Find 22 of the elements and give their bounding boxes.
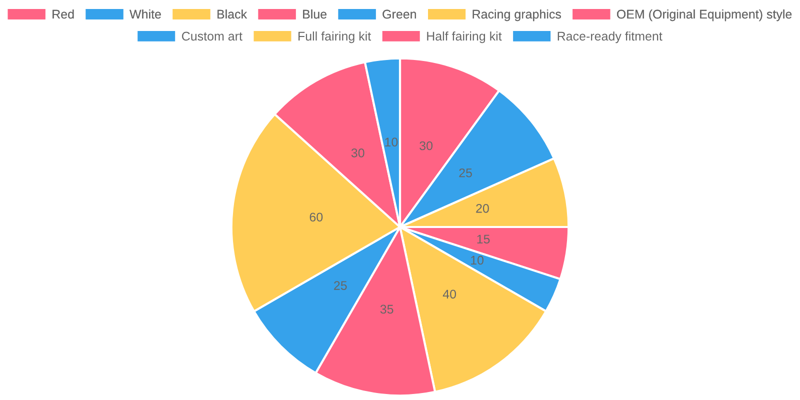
legend-label: OEM (Original Equipment) style [617,9,792,22]
data-label: 25 [334,281,347,290]
legend-label: Full fairing kit [298,31,372,44]
legend-label: White [130,9,161,19]
legend-label: Half fairing kit [427,31,502,44]
legend-label: Red [52,9,74,19]
data-label: 15 [477,234,490,244]
data-label: 20 [476,204,489,213]
data-label: 60 [310,212,323,222]
legend-label: Blue [303,9,326,19]
data-label: 35 [380,304,394,314]
data-label: 10 [385,138,398,147]
legend-label: Custom art [182,32,242,41]
data-label: 25 [459,168,472,178]
data-label: 30 [420,141,433,150]
data-label: 30 [351,148,364,158]
data-label: 10 [471,256,484,265]
legend-label: Green [382,10,416,19]
legend-label: Black [217,9,248,19]
data-label: 40 [442,290,456,299]
legend-label: Racing graphics [472,9,561,22]
legend-label: Race-ready fitment [558,31,662,44]
